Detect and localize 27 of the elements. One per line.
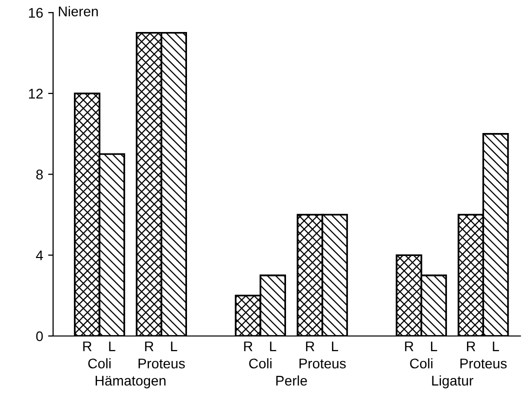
x-tick-label: Coli [249,358,272,368]
series-label: R [83,342,92,352]
y-tick-label: 4 [36,250,43,260]
series-label: L [109,342,116,352]
y-tick-label: 0 [36,331,43,342]
x-tick-label: Proteus [300,358,346,368]
x-tick-label: Proteus [460,358,507,368]
x-tick-label: Coli [88,358,111,368]
text: L [431,342,438,352]
text: Ligatur [432,375,474,388]
y-axis-title: Nieren [58,6,98,16]
text: R [466,342,476,352]
y-tick-label: 12 [28,88,43,98]
text: L [492,342,500,352]
text: L [270,342,276,352]
text: R [244,342,252,352]
text: Perle [276,375,307,386]
text: R [405,342,414,352]
text: L [171,342,178,352]
x-tick-label: Coli [410,358,432,368]
text: R [145,342,154,352]
text: Hämatogen [96,376,166,388]
y-tick-label: 8 [36,170,43,180]
x-tick-label: Proteus [138,358,185,368]
text: R [306,342,314,352]
text: L [332,342,338,352]
y-tick-label: 16 [28,8,43,18]
